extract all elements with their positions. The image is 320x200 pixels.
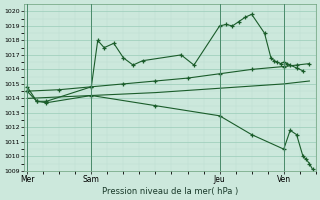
X-axis label: Pression niveau de la mer( hPa ): Pression niveau de la mer( hPa ): [102, 187, 238, 196]
